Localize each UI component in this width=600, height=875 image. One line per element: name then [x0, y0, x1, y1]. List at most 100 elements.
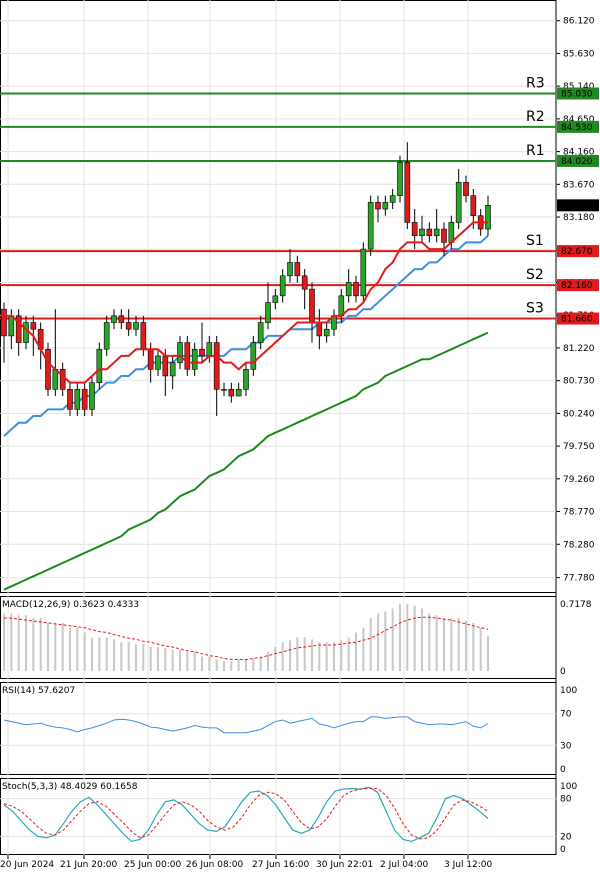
candle-body: [125, 322, 132, 330]
current-price-tag: [557, 199, 599, 212]
candle-body: [389, 195, 396, 203]
ma-red-line: [4, 221, 488, 384]
candle-body: [353, 282, 359, 297]
candle-body: [15, 315, 22, 343]
rsi-tick-label: 100: [560, 686, 577, 696]
level-price-tag-r1: [557, 154, 599, 167]
level-price-tag-s3: [557, 312, 599, 325]
price-tick-label: 85.140: [563, 82, 595, 92]
candle-body: [74, 389, 81, 410]
rsi-label: RSI(14) 57.6207: [2, 686, 75, 696]
candle-body: [426, 228, 433, 237]
candle-body: [250, 342, 257, 370]
candle-body: [177, 342, 183, 363]
level-price-tag-s2: [557, 279, 599, 292]
price-tick-label: 84.650: [563, 115, 595, 125]
ma-green-line: [3, 331, 489, 591]
time-tick-label: 20 Jun 2024: [0, 860, 54, 870]
candle-body: [294, 262, 301, 277]
stoch-tick-label: 100: [560, 782, 577, 792]
time-tick-label: 27 Jun 16:00: [252, 860, 309, 870]
price-tick-label: 81.220: [563, 344, 595, 354]
candle-body: [419, 228, 425, 237]
candle-body: [52, 368, 59, 390]
candle-body: [448, 222, 455, 243]
candle-body: [96, 348, 103, 383]
price-tick-label: 86.120: [563, 17, 595, 27]
macd-tick-label: 0.7178: [560, 600, 592, 610]
price-tick-label: 77.780: [563, 574, 595, 584]
stoch-d-line: [3, 788, 489, 840]
price-tick-label: 79.750: [563, 442, 595, 452]
candle-body: [199, 348, 205, 357]
rsi-tick-label: 30: [560, 741, 572, 751]
time-tick-label: 26 Jun 08:00: [186, 860, 243, 870]
candle-body: [221, 389, 227, 391]
level-label-r2: R2: [526, 109, 545, 125]
candle-body: [265, 302, 271, 323]
candle-body: [301, 275, 308, 290]
price-tick-label: 78.770: [563, 508, 595, 518]
candle-body: [23, 322, 29, 343]
candle-body: [103, 322, 110, 350]
candle-body: [382, 202, 389, 210]
candle-body: [433, 228, 440, 237]
candle-body: [360, 248, 367, 297]
price-tick-label: 83.670: [563, 180, 595, 190]
candle-body: [228, 389, 235, 397]
candle-body: [397, 161, 403, 196]
time-tick-label: 21 Jun 20:00: [60, 860, 117, 870]
stoch-tick-label: 20: [560, 832, 572, 842]
rsi-tick-label: 70: [560, 710, 572, 720]
price-tick-label: 79.260: [563, 475, 595, 485]
level-price-tag-text: 84.530: [561, 123, 593, 133]
candle-body: [323, 328, 330, 337]
level-price-tag-r2: [557, 120, 599, 133]
candle-body: [184, 342, 191, 370]
rsi-line: [3, 716, 489, 734]
candle-body: [147, 348, 154, 370]
level-price-tag-r3: [557, 87, 599, 100]
stoch-tick-label: 0: [560, 845, 566, 855]
price-tick-label: 83.180: [563, 213, 595, 223]
candle-body: [338, 295, 345, 317]
candle-body: [316, 322, 323, 337]
time-tick-label: 30 Jun 22:01: [316, 860, 373, 870]
level-price-tag-text: 85.030: [561, 89, 593, 99]
candle-body: [140, 322, 147, 350]
time-tick-label: 2 Jul 04:00: [380, 860, 429, 870]
candle-body: [272, 295, 279, 303]
level-label-s2: S2: [526, 267, 544, 283]
level-label-r3: R3: [526, 75, 545, 91]
candle-body: [169, 362, 176, 377]
candle-body: [309, 288, 315, 323]
rsi-tick-label: 0: [560, 765, 566, 775]
candle-body: [89, 382, 95, 410]
candle-body: [111, 315, 117, 323]
candle-body: [257, 322, 264, 343]
level-label-r1: R1: [526, 143, 545, 159]
candle-body: [162, 355, 169, 377]
price-tick-label: 80.240: [563, 409, 595, 419]
candle-body: [59, 368, 66, 390]
current-price-tag-text: 83.355: [561, 201, 593, 211]
candle-body: [455, 182, 462, 223]
candle-body: [463, 182, 469, 196]
candle-body: [8, 315, 15, 337]
candle-body: [67, 389, 73, 410]
candle-body: [206, 342, 213, 357]
candle-body: [213, 342, 220, 390]
price-tick-label: 85.630: [563, 49, 595, 59]
macd-signal-line: [4, 616, 489, 660]
candle-body: [279, 275, 286, 297]
candle-body: [287, 262, 293, 277]
price-tick-label: 78.280: [563, 540, 595, 550]
stoch-tick-label: 80: [560, 795, 572, 805]
level-price-tag-s1: [557, 245, 599, 258]
candle-body: [30, 322, 37, 330]
candle-body: [345, 282, 352, 297]
candle-body: [367, 202, 374, 250]
candle-body: [375, 202, 381, 210]
candle-body: [411, 222, 418, 237]
